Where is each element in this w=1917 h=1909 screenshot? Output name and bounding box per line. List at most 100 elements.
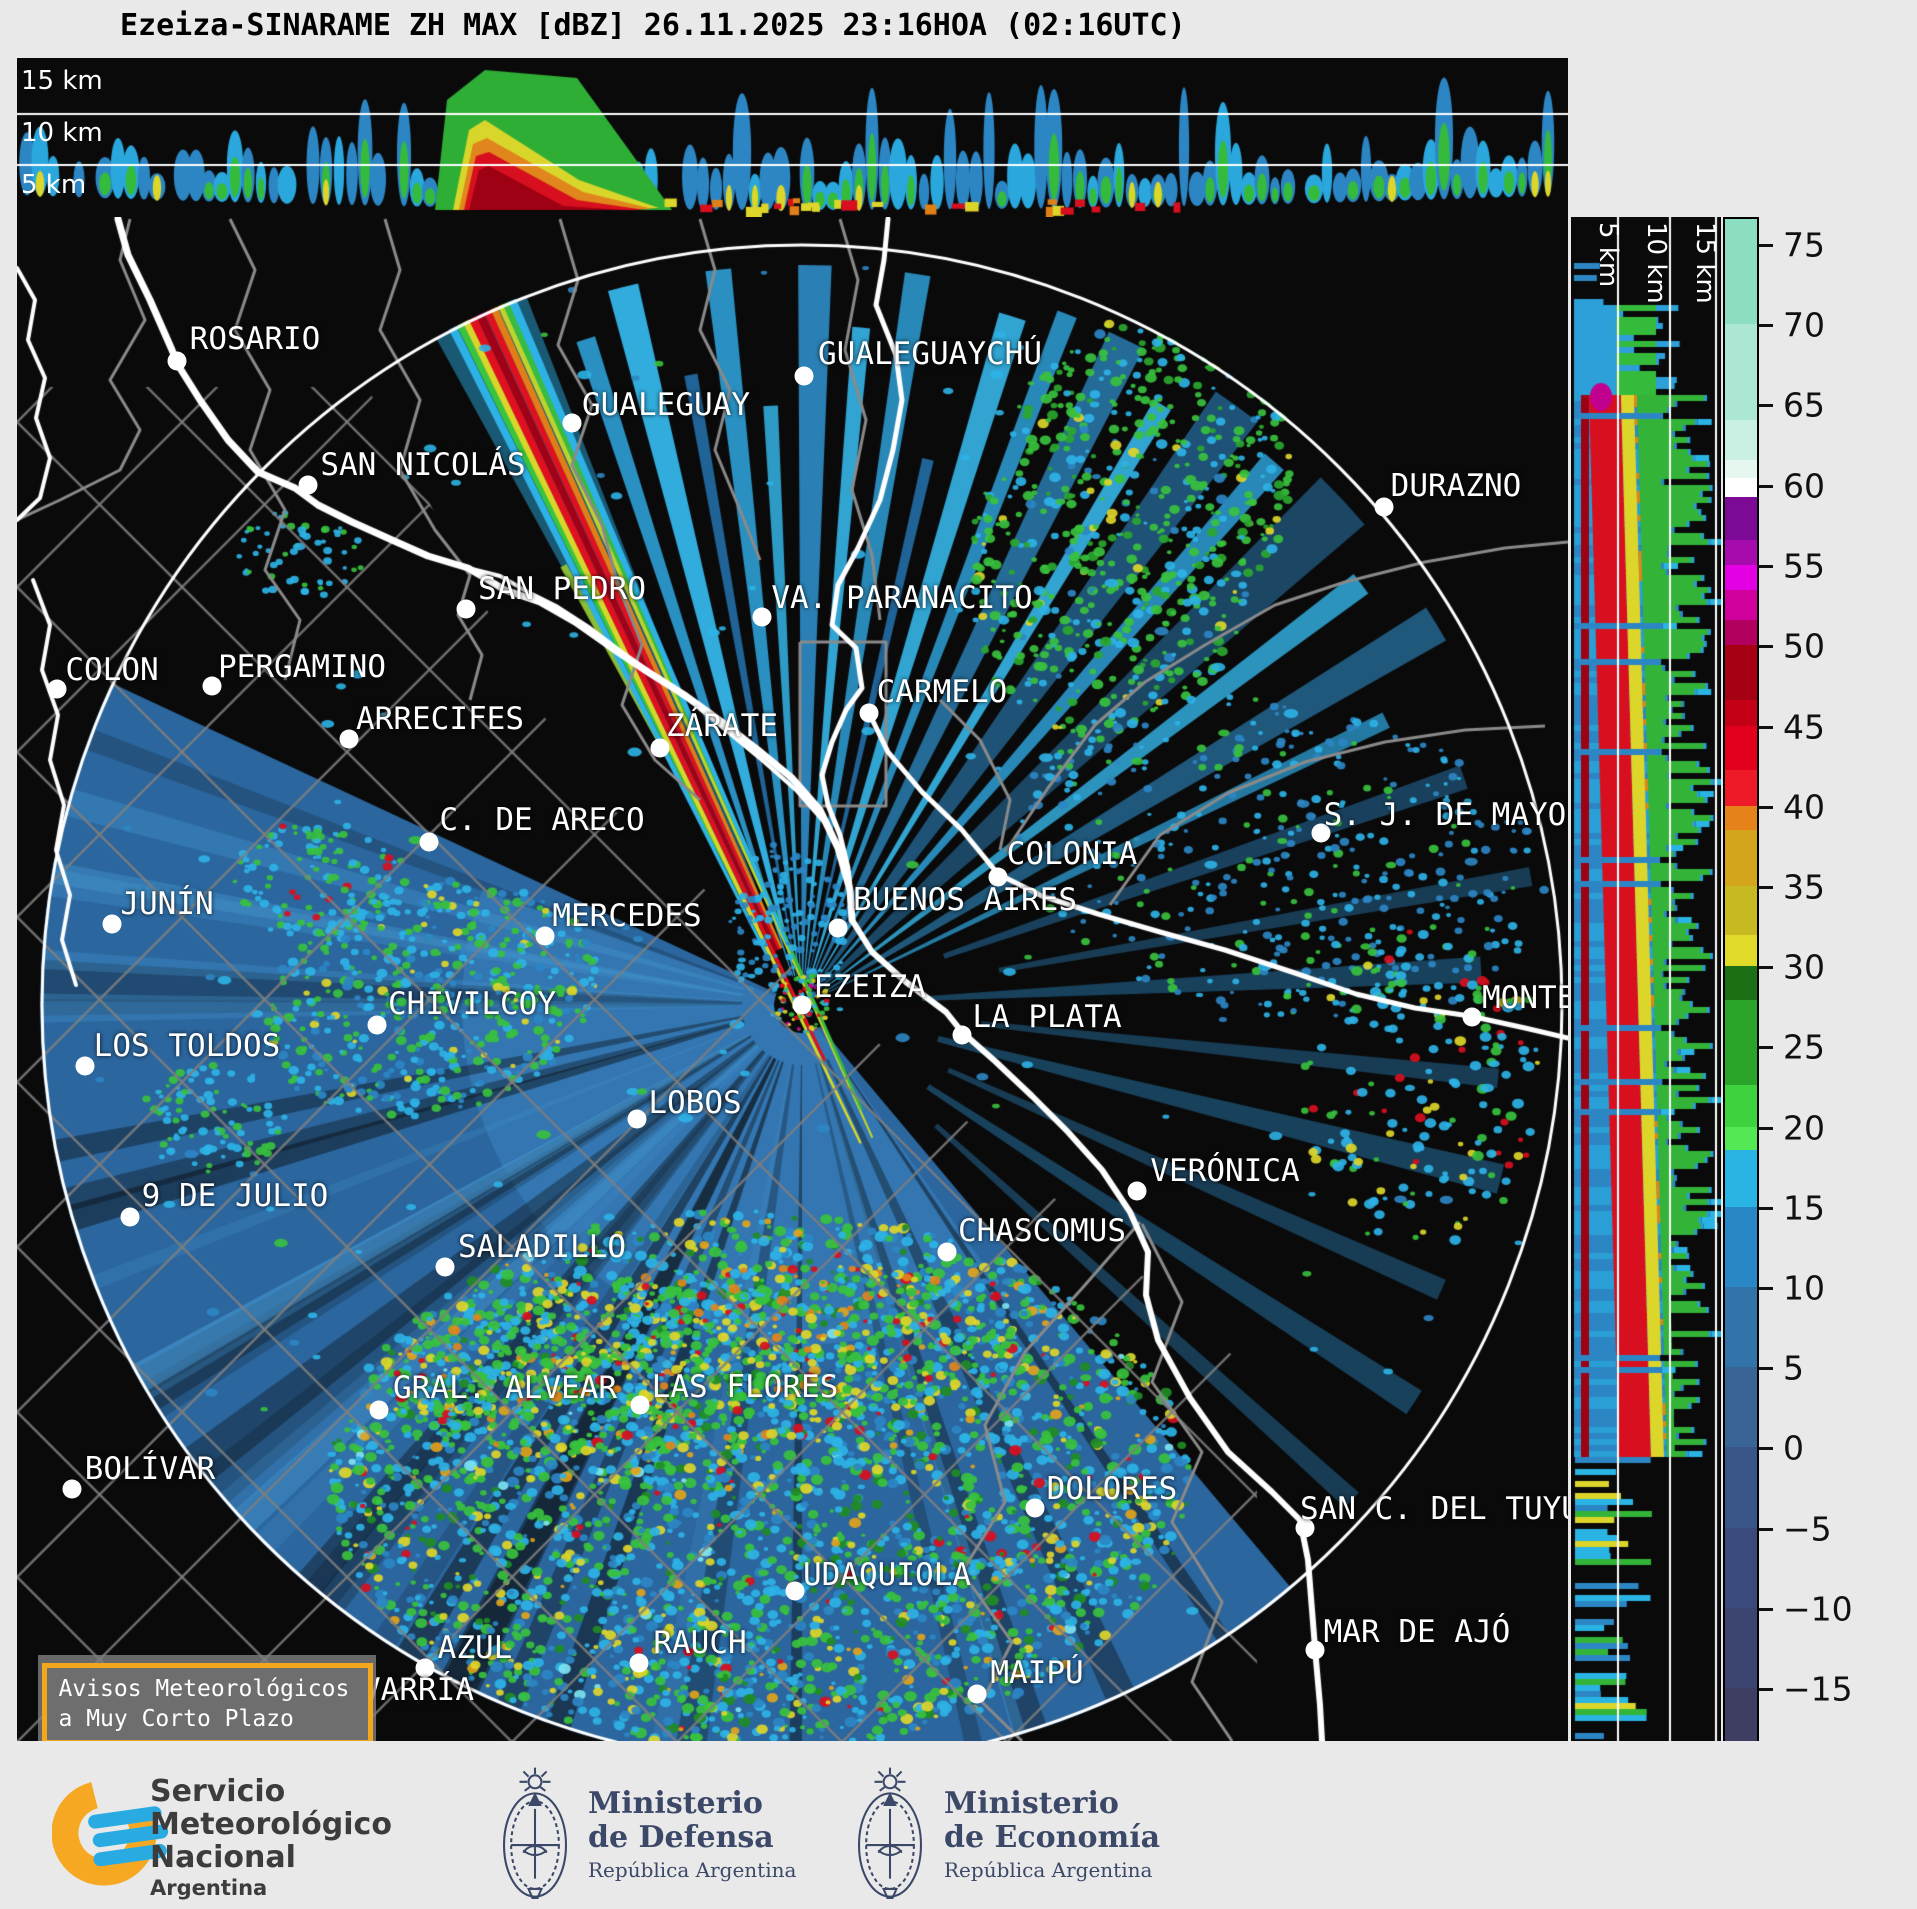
colorbar-tick <box>1759 1608 1773 1611</box>
colorbar-tick-label: −5 <box>1783 1509 1832 1549</box>
colorbar-tick-label: 0 <box>1783 1428 1804 1468</box>
colorbar-segment <box>1725 420 1757 460</box>
radar-echo-canvas <box>17 217 1568 1741</box>
colorbar-tick-label: −15 <box>1783 1669 1853 1709</box>
city-dot-ezeiza <box>792 995 812 1015</box>
city-label-chascomus: CHASCOMUS <box>958 1213 1126 1249</box>
city-label-s-j-de-mayo: S. J. DE MAYO <box>1323 797 1567 833</box>
right-profile-height-label: 10 km <box>1641 222 1671 304</box>
city-dot-ver-nica <box>1127 1181 1147 1201</box>
city-label-la-plata: LA PLATA <box>972 999 1122 1035</box>
colorbar-tick-label: 70 <box>1783 305 1825 345</box>
colorbar-segment <box>1725 966 1757 1000</box>
defensa-text: Ministerio de Defensa República Argentin… <box>588 1786 797 1883</box>
city-dot-gualeguaych <box>794 366 814 386</box>
city-label-colonia: COLONIA <box>1006 836 1138 872</box>
city-label-rosario: ROSARIO <box>189 321 321 357</box>
colorbar-segment <box>1725 1127 1757 1150</box>
colorbar-segment <box>1725 540 1757 565</box>
city-label-c-de-areco: C. DE ARECO <box>439 802 645 838</box>
city-label-dolores: DOLORES <box>1046 1471 1178 1507</box>
colorbar-tick <box>1759 886 1773 889</box>
footer: Servicio Meteorológico Nacional Argentin… <box>0 1741 1917 1909</box>
city-label-saladillo: SALADILLO <box>458 1229 626 1265</box>
defensa-line-3: República Argentina <box>588 1858 797 1882</box>
city-dot-las-flores <box>630 1395 650 1415</box>
city-label-san-nicol-s: SAN NICOLÁS <box>320 447 526 483</box>
top-profile-height-label: 10 km <box>21 118 103 148</box>
city-dot-pergamino <box>202 676 222 696</box>
city-dot-rauch <box>629 1653 649 1673</box>
city-dot-rosario <box>167 351 187 371</box>
city-dot-chascomus <box>937 1242 957 1262</box>
city-dot-gral-alvear <box>369 1400 389 1420</box>
city-dot-azul <box>415 1658 435 1678</box>
city-label-gualeguaych: GUALEGUAYCHÚ <box>818 336 1042 372</box>
colorbar-segment <box>1725 1150 1757 1207</box>
colorbar-segment <box>1725 700 1757 726</box>
city-dot-c-de-areco <box>419 832 439 852</box>
economia-line-3: República Argentina <box>944 1858 1153 1882</box>
colorbar-segment <box>1725 1367 1757 1447</box>
city-label-ezeiza: EZEIZA <box>814 969 926 1005</box>
colorbar-segment <box>1725 324 1757 420</box>
colorbar-tick <box>1759 1207 1773 1210</box>
city-label-ver-nica: VERÓNICA <box>1150 1153 1300 1189</box>
colorbar-tick-label: 65 <box>1783 385 1825 425</box>
colorbar-tick <box>1759 244 1773 247</box>
city-label-rauch: RAUCH <box>653 1625 747 1661</box>
city-dot-montevideo <box>1462 1007 1482 1027</box>
main-radar-map-panel: ROSARIO GUALEGUAYCHÚ GUALEGUAY SAN NICOLÁS D… <box>17 217 1568 1741</box>
colorbar-segment <box>1725 886 1757 935</box>
colorbar-tick <box>1759 324 1773 327</box>
city-label-9-de-julio: 9 DE JULIO <box>141 1178 329 1214</box>
city-dot-mercedes <box>535 926 555 946</box>
colorbar-segment <box>1725 497 1757 540</box>
city-dot-buenos-aires <box>828 918 848 938</box>
colorbar-segment <box>1725 1000 1757 1085</box>
warning-line-1: Avisos Meteorológicos <box>58 1675 350 1702</box>
city-dot-lobos <box>627 1109 647 1129</box>
city-label-arrecifes: ARRECIFES <box>356 701 524 737</box>
colorbar-tick <box>1759 1688 1773 1691</box>
page-title: Ezeiza-SINARAME ZH MAX [dBZ] 26.11.2025 … <box>120 8 1186 43</box>
top-profile-height-label: 5 km <box>21 170 87 200</box>
colorbar-segment <box>1725 1085 1757 1127</box>
colorbar-segment <box>1725 1608 1757 1688</box>
colorbar-tick-label: 45 <box>1783 707 1825 747</box>
colorbar-segment <box>1725 565 1757 590</box>
city-label-san-pedro: SAN PEDRO <box>478 571 646 607</box>
colorbar-tick <box>1759 806 1773 809</box>
colorbar-tick <box>1759 1287 1773 1290</box>
smn-line-3: Nacional <box>150 1840 296 1875</box>
city-label-las-flores: LAS FLORES <box>651 1369 839 1405</box>
colorbar-segment <box>1725 645 1757 700</box>
city-dot-san-pedro <box>456 599 476 619</box>
city-dot-la-plata <box>952 1025 972 1045</box>
warning-banner-frame: Avisos Meteorológicos a Muy Corto Plazo <box>41 1662 373 1741</box>
colorbar-segment <box>1725 806 1757 830</box>
top-height-profile-panel: 15 km 10 km 5 km <box>17 58 1568 217</box>
economia-coat-of-arms <box>850 1765 930 1909</box>
city-label-chivilcoy: CHIVILCOY <box>388 986 556 1022</box>
colorbar-tick-label: 10 <box>1783 1268 1825 1308</box>
colorbar-tick-label: 20 <box>1783 1108 1825 1148</box>
city-dot-dolores <box>1025 1498 1045 1518</box>
colorbar-segment <box>1725 770 1757 806</box>
colorbar-tick <box>1759 1127 1773 1130</box>
colorbar-tick <box>1759 565 1773 568</box>
colorbar-tick <box>1759 726 1773 729</box>
defensa-line-1: Ministerio <box>588 1786 763 1821</box>
city-label-los-toldos: LOS TOLDOS <box>93 1028 281 1064</box>
colorbar-tick-label: 75 <box>1783 225 1825 265</box>
colorbar-tick-label: 55 <box>1783 546 1825 586</box>
city-dot-carmelo <box>859 703 879 723</box>
coat-of-arms-icon <box>857 1767 923 1899</box>
city-label-bol-var: BOLÍVAR <box>84 1451 216 1487</box>
city-dot-udaquiola <box>785 1581 805 1601</box>
city-label-carmelo: CARMELO <box>876 674 1008 710</box>
colorbar-segment <box>1725 460 1757 478</box>
city-dot-maip <box>967 1684 987 1704</box>
right-profile-height-label: 5 km <box>1593 222 1623 288</box>
